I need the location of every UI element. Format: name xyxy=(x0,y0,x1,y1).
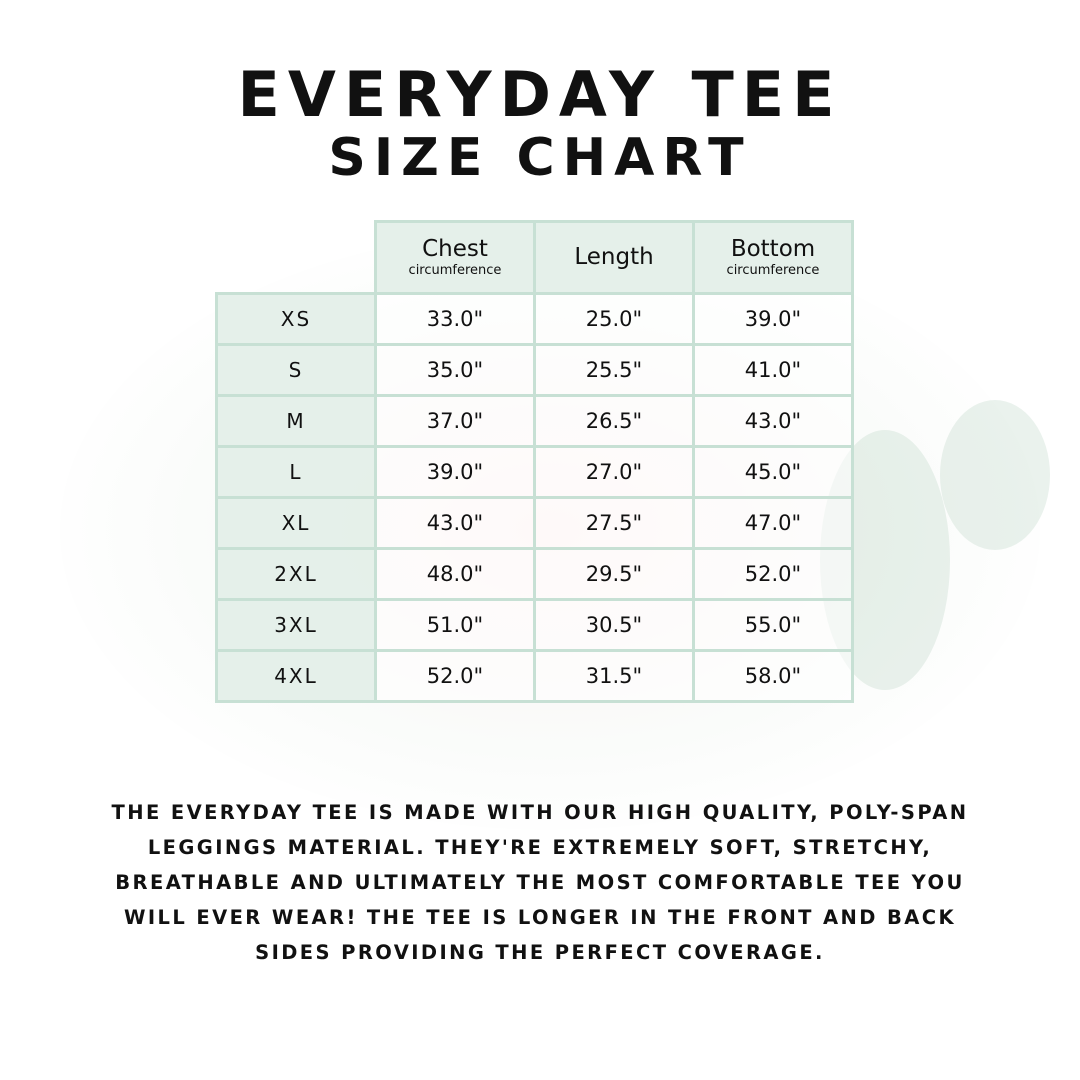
table-row: XL 43.0" 27.5" 47.0" xyxy=(215,496,854,550)
empty-corner xyxy=(217,222,376,294)
table-row: M 37.0" 26.5" 43.0" xyxy=(215,394,854,448)
measurement-cell: 58.0" xyxy=(692,649,854,703)
table-row: L 39.0" 27.0" 45.0" xyxy=(215,445,854,499)
measurement-cell: 47.0" xyxy=(692,496,854,550)
table-row: S 35.0" 25.5" 41.0" xyxy=(215,343,854,397)
column-header-sub: circumference xyxy=(408,263,502,278)
measurement-cell: 48.0" xyxy=(374,547,536,601)
measurement-cell: 43.0" xyxy=(374,496,536,550)
column-header: Chest circumference xyxy=(374,220,536,295)
measurement-cell: 25.5" xyxy=(533,343,695,397)
table-row: XS 33.0" 25.0" 39.0" xyxy=(215,292,854,346)
measurement-cell: 43.0" xyxy=(692,394,854,448)
measurement-cell: 35.0" xyxy=(374,343,536,397)
cactus-decoration xyxy=(940,400,1050,550)
table-row: 2XL 48.0" 29.5" 52.0" xyxy=(215,547,854,601)
measurement-cell: 26.5" xyxy=(533,394,695,448)
column-header: Length xyxy=(533,220,695,295)
measurement-cell: 41.0" xyxy=(692,343,854,397)
size-label: 3XL xyxy=(215,598,377,652)
column-header-main: Chest xyxy=(422,235,488,262)
column-header-sub: circumference xyxy=(726,263,820,278)
measurement-cell: 33.0" xyxy=(374,292,536,346)
measurement-cell: 52.0" xyxy=(374,649,536,703)
measurement-cell: 45.0" xyxy=(692,445,854,499)
measurement-cell: 51.0" xyxy=(374,598,536,652)
measurement-cell: 39.0" xyxy=(374,445,536,499)
size-label: XS xyxy=(215,292,377,346)
measurement-cell: 27.0" xyxy=(533,445,695,499)
column-header-main: Bottom xyxy=(730,235,816,262)
measurement-cell: 29.5" xyxy=(533,547,695,601)
measurement-cell: 52.0" xyxy=(692,547,854,601)
measurement-cell: 30.5" xyxy=(533,598,695,652)
size-label: 2XL xyxy=(215,547,377,601)
measurement-cell: 55.0" xyxy=(692,598,854,652)
page-title: Everyday Tee xyxy=(237,58,843,131)
table-row: 4XL 52.0" 31.5" 58.0" xyxy=(215,649,854,703)
column-header-main: Length xyxy=(574,243,654,270)
size-label: XL xyxy=(215,496,377,550)
measurement-cell: 31.5" xyxy=(533,649,695,703)
measurement-cell: 37.0" xyxy=(374,394,536,448)
measurement-cell: 25.0" xyxy=(533,292,695,346)
column-header: Bottom circumference xyxy=(692,220,854,295)
size-label: M xyxy=(215,394,377,448)
page-subtitle: Size Chart xyxy=(328,128,752,188)
product-description: The Everyday Tee is made with our high q… xyxy=(111,801,969,964)
size-label: 4XL xyxy=(215,649,377,703)
size-chart-table: Chest circumference Length Bottom circumfere… xyxy=(215,220,854,703)
size-label: L xyxy=(215,445,377,499)
size-label: S xyxy=(215,343,377,397)
header-row: Chest circumference Length Bottom circumfere… xyxy=(217,220,854,295)
table-row: 3XL 51.0" 30.5" 55.0" xyxy=(215,598,854,652)
measurement-cell: 39.0" xyxy=(692,292,854,346)
measurement-cell: 27.5" xyxy=(533,496,695,550)
